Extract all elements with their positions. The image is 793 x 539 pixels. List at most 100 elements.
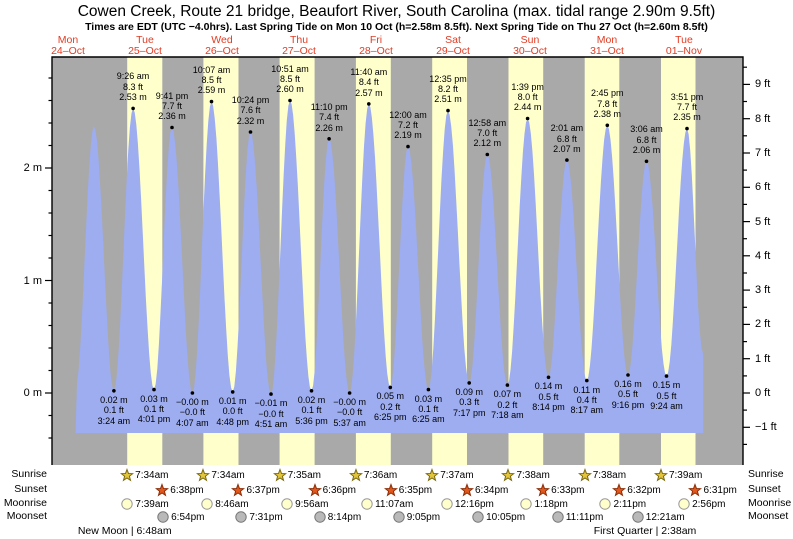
moonset-event: 11:11pm <box>551 510 603 524</box>
low-tide-ft: 0.1 ft <box>418 404 439 415</box>
low-tide-label: 0.09 m 0.3 ft 7:17 pm <box>453 387 486 418</box>
high-tide-label: 1:39 pm 8.0 ft 2.44 m <box>511 82 544 113</box>
moonrise-event: 9:56am <box>280 497 328 511</box>
low-tide-m: 0.02 m <box>100 394 128 405</box>
moonrise-circle-glyph <box>201 498 213 510</box>
high-tide-time: 3:51 pm <box>670 91 704 102</box>
sunrise-icon <box>577 468 592 482</box>
sunrise-icon <box>196 468 211 482</box>
low-tide-label: 0.15 m 0.5 ft 9:24 am <box>650 380 683 411</box>
low-tide-time: 5:37 am <box>333 417 366 428</box>
moonset-icon <box>157 511 169 523</box>
sunset-star-glyph <box>155 483 170 497</box>
moonrise-icon <box>599 498 612 510</box>
moonrise-circle-glyph <box>520 498 533 510</box>
low-tide-label: 0.11 m 0.4 ft 8:17 am <box>570 385 603 416</box>
tide-point-dot <box>209 99 214 104</box>
sunrise-icon <box>501 468 516 482</box>
sunrise-star-glyph <box>348 468 363 482</box>
low-tide-ft: 0.1 ft <box>143 404 164 415</box>
low-tide-label: 0.03 m 0.1 ft 4:01 pm <box>138 394 171 425</box>
sunset-icon <box>231 483 246 497</box>
sunset-time: 6:35pm <box>398 484 433 496</box>
sunset-icon <box>383 483 398 497</box>
high-tide-m: 2.07 m <box>553 143 581 154</box>
right-axis-label: 6 ft <box>755 181 771 194</box>
high-tide-ft: 8.5 ft <box>280 73 301 84</box>
moonrise-icon <box>441 498 453 510</box>
tide-point-dot <box>367 102 371 106</box>
low-tide-time: 7:17 pm <box>452 407 486 418</box>
tide-point-dot <box>644 159 649 164</box>
moonrise-time: 1:18pm <box>534 498 568 510</box>
sunrise-icon <box>653 468 668 482</box>
high-tide-m: 2.26 m <box>315 122 343 133</box>
high-tide-m: 2.51 m <box>434 94 462 105</box>
sunset-time: 6:33pm <box>551 484 585 496</box>
moonset-icon <box>393 511 405 523</box>
sunrise-icon <box>272 468 287 482</box>
moonset-event: 8:14pm <box>313 510 361 524</box>
tide-point-dot <box>664 374 669 378</box>
low-tide-label: 0.03 m 0.1 ft 6:25 am <box>412 394 445 425</box>
tide-point-dot <box>190 391 195 395</box>
moonrise-event: 7:39am <box>120 497 169 511</box>
day-label: Wed 26–Oct <box>184 35 260 57</box>
moonset-time: 11:11pm <box>565 511 604 523</box>
tide-point-dot <box>288 98 292 103</box>
moonset-circle-glyph <box>393 511 405 523</box>
day-date: 24–Oct <box>51 45 85 57</box>
sunset-event: 6:33pm <box>536 483 585 497</box>
sunrise-star-glyph <box>577 468 592 482</box>
day-label: Thu 27–Oct <box>261 35 337 57</box>
tide-point-dot <box>269 392 273 396</box>
high-tide-time: 11:40 am <box>350 66 388 77</box>
sunset-time: 6:38pm <box>170 484 204 496</box>
low-tide-time: 8:14 pm <box>532 402 565 413</box>
high-tide-ft: 8.3 ft <box>123 81 144 92</box>
sunrise-event: 7:34am <box>196 468 245 482</box>
sunrise-time: 7:34am <box>211 469 245 481</box>
high-tide-m: 2.35 m <box>673 112 701 123</box>
moonrise-event: 2:11pm <box>598 497 646 511</box>
day-name: Mon <box>57 34 79 46</box>
tide-point-dot <box>565 158 569 162</box>
high-tide-m: 2.60 m <box>276 84 304 95</box>
moonset-time: 8:14pm <box>327 511 362 523</box>
sunrise-icon <box>348 468 363 482</box>
sunset-icon <box>459 483 474 497</box>
high-tide-time: 3:06 am <box>630 124 663 135</box>
low-tide-ft: 0.1 ft <box>103 405 124 416</box>
high-tide-label: 10:51 am 8.5 ft 2.60 m <box>271 64 309 95</box>
moonrise-time: 11:07am <box>375 498 414 510</box>
sunset-event: 6:36pm <box>307 483 356 497</box>
moonrise-circle-glyph <box>678 498 690 510</box>
moonset-time: 7:31pm <box>249 511 283 523</box>
day-name: Sun <box>520 34 540 46</box>
day-name: Mon <box>596 34 618 46</box>
low-tide-label: −0.00 m −0.0 ft 5:37 am <box>333 397 366 428</box>
sunset-time: 6:34pm <box>474 484 509 496</box>
sunrise-star-glyph <box>196 468 211 482</box>
moonrise-icon <box>361 498 373 510</box>
high-tide-ft: 7.6 ft <box>240 105 261 116</box>
sunset-star-glyph <box>688 483 703 497</box>
high-tide-time: 10:24 pm <box>231 95 270 105</box>
sunrise-event: 7:35am <box>272 468 321 482</box>
moonset-time: 9:05pm <box>406 511 441 523</box>
high-tide-m: 2.59 m <box>197 85 226 96</box>
sunrise-star-glyph <box>425 468 440 482</box>
moonrise-event: 11:07am <box>360 497 413 511</box>
high-tide-label: 12:58 am 7.0 ft 2.12 m <box>469 118 507 149</box>
sunrise-icon <box>120 468 135 482</box>
right-axis-label: 5 ft <box>755 215 771 228</box>
high-tide-label: 11:40 am 8.4 ft 2.57 m <box>350 67 387 98</box>
high-tide-m: 2.38 m <box>593 109 622 120</box>
sunset-event: 6:32pm <box>612 483 661 497</box>
low-tide-ft: 0.2 ft <box>497 399 518 410</box>
sunrise-event: 7:38am <box>577 468 626 482</box>
sunrise-row-label-left: Sunrise <box>11 468 47 480</box>
high-tide-m: 2.06 m <box>632 145 661 156</box>
high-tide-ft: 8.0 ft <box>517 91 538 102</box>
